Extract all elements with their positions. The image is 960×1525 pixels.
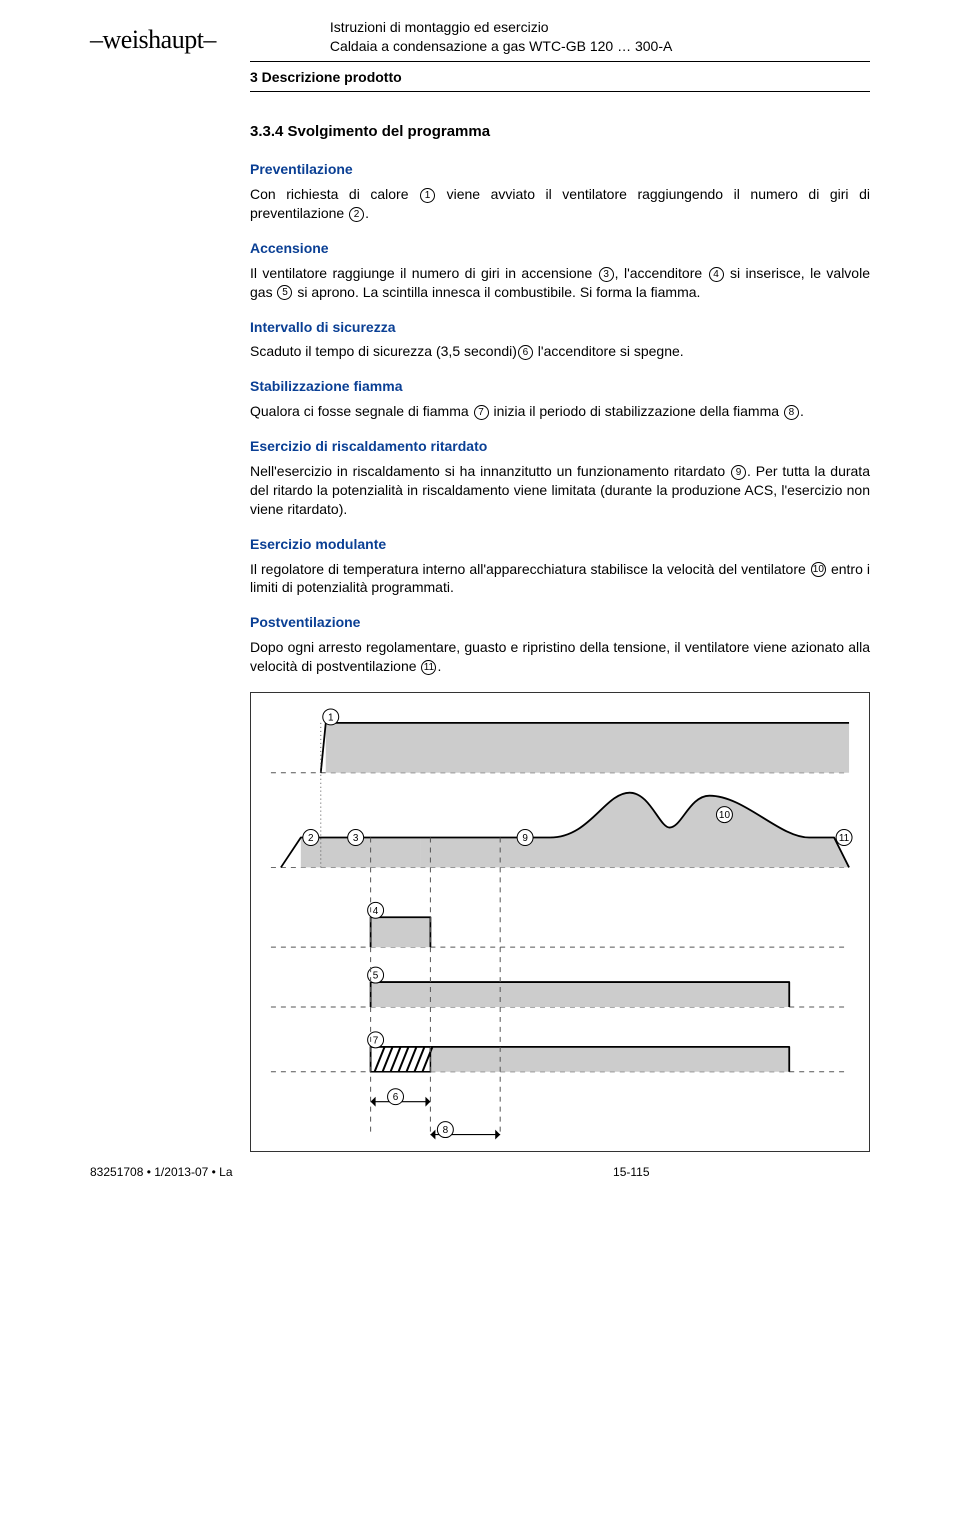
ref-3-icon: 3 <box>599 267 614 282</box>
ref-8-icon: 8 <box>784 405 799 420</box>
para-intervallo: Scaduto il tempo di sicurezza (3,5 secon… <box>250 342 870 361</box>
heading-ritardato: Esercizio di riscaldamento ritardato <box>250 437 870 456</box>
footer-page-number: 15-115 <box>613 1164 649 1180</box>
svg-text:1: 1 <box>328 712 334 723</box>
para-postventilazione: Dopo ogni arresto regolamentare, guasto … <box>250 638 870 676</box>
ref-7-icon: 7 <box>474 405 489 420</box>
svg-text:8: 8 <box>443 1125 449 1136</box>
ref-2-icon: 2 <box>349 207 364 222</box>
heading-intervallo: Intervallo di sicurezza <box>250 318 870 337</box>
header-line-1: Istruzioni di montaggio ed esercizio <box>330 18 672 37</box>
svg-text:11: 11 <box>839 833 850 844</box>
para-stabilizzazione: Qualora ci fosse segnale di fiamma 7 ini… <box>250 402 870 421</box>
heading-preventilazione: Preventilazione <box>250 160 870 179</box>
heading-modulante: Esercizio modulante <box>250 535 870 554</box>
svg-text:5: 5 <box>373 971 379 982</box>
ref-5-icon: 5 <box>277 285 292 300</box>
svg-text:2: 2 <box>308 833 314 844</box>
para-accensione: Il ventilatore raggiunge il numero di gi… <box>250 264 870 302</box>
heading-stabilizzazione: Stabilizzazione fiamma <box>250 377 870 396</box>
svg-text:7: 7 <box>373 1035 379 1046</box>
ref-1-icon: 1 <box>420 188 435 203</box>
svg-text:6: 6 <box>393 1092 399 1103</box>
section-heading: 3.3.4 Svolgimento del programma <box>250 122 870 142</box>
ref-4-icon: 4 <box>709 267 724 282</box>
timing-diagram: 1 2 3 9 10 11 4 5 7 6 8 <box>250 692 870 1152</box>
svg-text:9: 9 <box>522 833 528 844</box>
heading-postventilazione: Postventilazione <box>250 613 870 632</box>
ref-10-icon: 10 <box>811 562 826 577</box>
ref-11-icon: 11 <box>421 660 436 675</box>
para-preventilazione: Con richiesta di calore 1 viene avviato … <box>250 185 870 223</box>
svg-text:4: 4 <box>373 906 379 917</box>
svg-text:3: 3 <box>353 833 359 844</box>
heading-accensione: Accensione <box>250 239 870 258</box>
brand-logo: –weishaupt– <box>90 22 216 57</box>
ref-9-icon: 9 <box>731 465 746 480</box>
ref-6-icon: 6 <box>518 345 533 360</box>
section-breadcrumb: 3 Descrizione prodotto <box>250 68 870 87</box>
footer-doc-id: 83251708 • 1/2013-07 • La <box>90 1164 233 1180</box>
svg-text:10: 10 <box>719 810 731 821</box>
header-line-2: Caldaia a condensazione a gas WTC-GB 120… <box>330 37 672 56</box>
para-modulante: Il regolatore di temperatura interno all… <box>250 560 870 598</box>
para-ritardato: Nell'esercizio in riscaldamento si ha in… <box>250 462 870 519</box>
